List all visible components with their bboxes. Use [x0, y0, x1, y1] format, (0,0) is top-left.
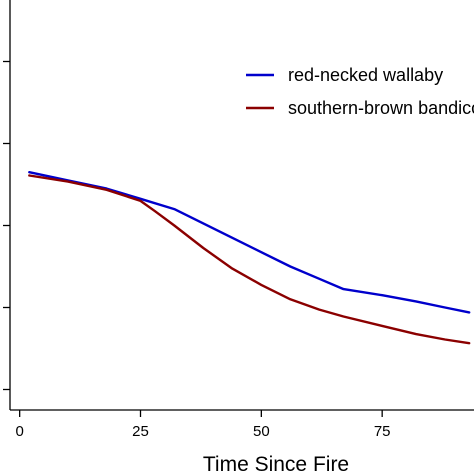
legend: red-necked wallaby southern-brown bandico… — [246, 65, 474, 118]
series-line-1 — [28, 171, 471, 314]
y-ticks — [3, 60, 10, 391]
plot-lines — [28, 171, 471, 345]
x-tick-label: 50 — [253, 423, 270, 440]
legend-label-1: red-necked wallaby — [288, 65, 443, 85]
x-tick-label: 25 — [132, 423, 149, 440]
x-tick-label: 0 — [15, 423, 23, 440]
axes — [9, 0, 474, 411]
legend-label-2: southern-brown bandicoot — [288, 98, 474, 118]
x-ticks: 0 25 50 75 — [15, 410, 391, 440]
series-line-2 — [28, 174, 471, 345]
x-tick-label: 75 — [374, 423, 391, 440]
x-axis-title: Time Since Fire — [203, 453, 349, 474]
